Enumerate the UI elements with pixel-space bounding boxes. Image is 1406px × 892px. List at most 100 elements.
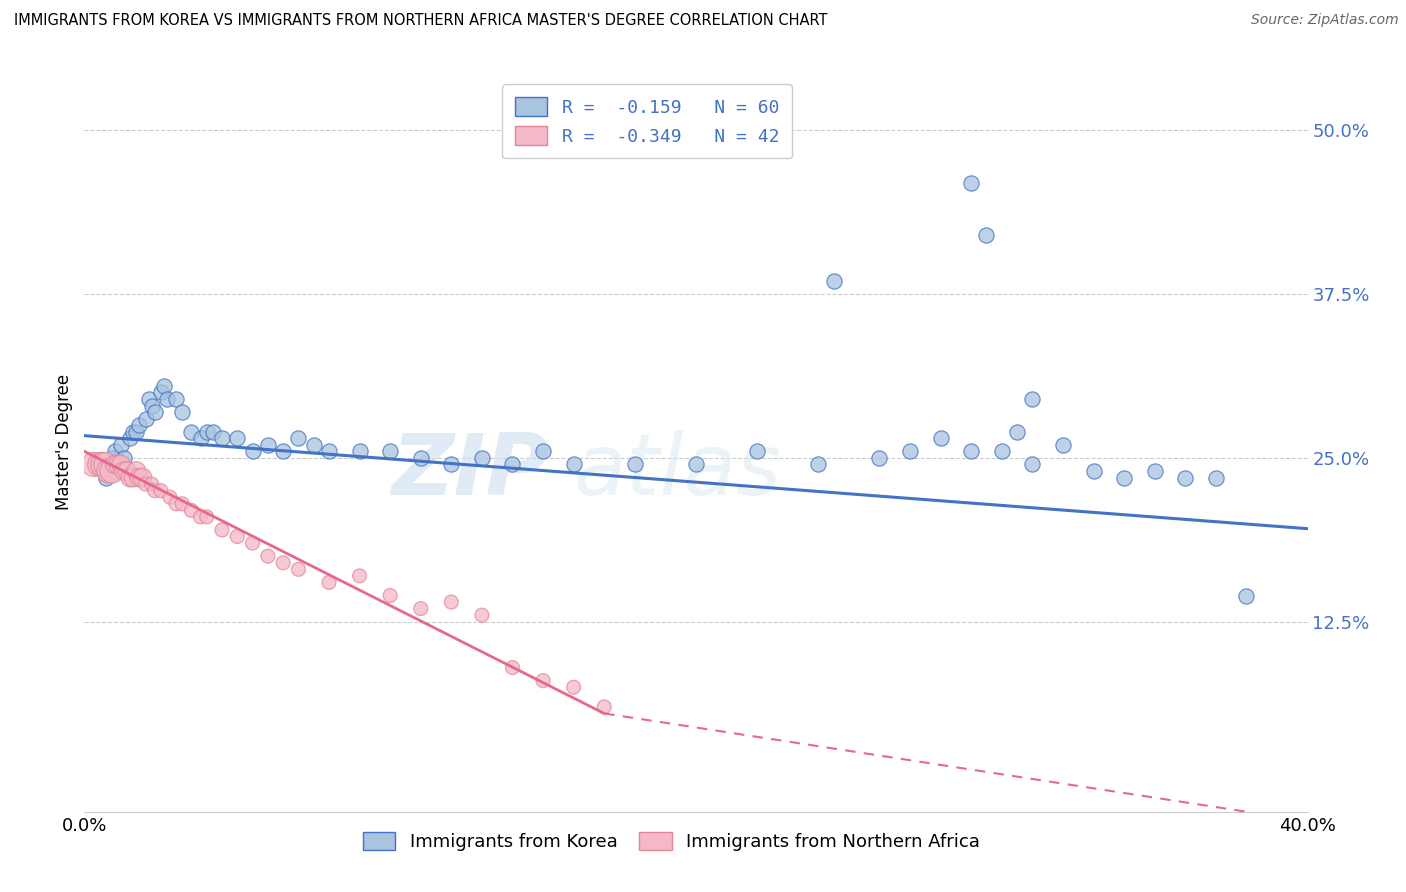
Point [112, 464, 135, 478]
Point [1174, 470, 1197, 484]
Point [120, 431, 142, 445]
Point [960, 444, 983, 458]
Point [440, 458, 463, 472]
Point [141, 399, 163, 413]
Point [122, 470, 145, 484]
Point [165, 392, 187, 406]
Point [97, 458, 120, 472]
Point [869, 450, 891, 465]
Point [135, 477, 157, 491]
Point [562, 458, 585, 472]
Point [153, 379, 176, 393]
Point [1143, 464, 1166, 478]
Point [242, 536, 264, 550]
Point [89, 458, 111, 472]
Point [172, 497, 194, 511]
Point [1052, 438, 1074, 452]
Point [180, 503, 202, 517]
Point [101, 464, 124, 478]
Point [271, 444, 294, 458]
Point [122, 425, 145, 439]
Point [471, 608, 494, 623]
Point [195, 425, 218, 439]
Text: IMMIGRANTS FROM KOREA VS IMMIGRANTS FROM NORTHERN AFRICA MASTER'S DEGREE CORRELA: IMMIGRANTS FROM KOREA VS IMMIGRANTS FROM… [14, 13, 828, 29]
Point [562, 680, 585, 694]
Legend: Immigrants from Korea, Immigrants from Northern Africa: Immigrants from Korea, Immigrants from N… [356, 824, 987, 858]
Point [991, 444, 1014, 458]
Point [409, 450, 432, 465]
Point [104, 444, 127, 458]
Point [143, 483, 166, 498]
Point [531, 673, 554, 688]
Point [115, 464, 138, 478]
Point [135, 411, 157, 425]
Point [1005, 425, 1028, 439]
Point [94, 470, 117, 484]
Point [226, 530, 249, 544]
Point [960, 176, 983, 190]
Point [110, 458, 132, 472]
Point [128, 418, 150, 433]
Point [976, 228, 998, 243]
Point [195, 509, 218, 524]
Point [201, 425, 224, 439]
Point [97, 464, 120, 478]
Point [271, 556, 294, 570]
Point [91, 458, 114, 472]
Point [211, 523, 233, 537]
Point [318, 444, 340, 458]
Point [104, 458, 127, 472]
Point [149, 385, 172, 400]
Point [149, 483, 172, 498]
Point [502, 660, 524, 674]
Point [257, 549, 280, 564]
Point [502, 458, 524, 472]
Point [165, 497, 187, 511]
Point [89, 458, 111, 472]
Point [226, 431, 249, 445]
Point [624, 458, 647, 472]
Point [747, 444, 769, 458]
Point [287, 562, 309, 576]
Point [159, 490, 181, 504]
Text: atlas: atlas [574, 430, 782, 513]
Point [128, 470, 150, 484]
Point [211, 431, 233, 445]
Point [1205, 470, 1227, 484]
Point [807, 458, 830, 472]
Point [125, 425, 148, 439]
Point [138, 392, 160, 406]
Point [1114, 470, 1136, 484]
Point [318, 575, 340, 590]
Point [685, 458, 707, 472]
Point [172, 405, 194, 419]
Point [101, 450, 124, 465]
Point [120, 470, 142, 484]
Point [156, 392, 179, 406]
Point [440, 595, 463, 609]
Point [190, 431, 212, 445]
Point [380, 444, 402, 458]
Point [593, 699, 616, 714]
Point [929, 431, 952, 445]
Point [1083, 464, 1105, 478]
Text: Source: ZipAtlas.com: Source: ZipAtlas.com [1251, 13, 1399, 28]
Point [83, 458, 105, 472]
Point [380, 589, 402, 603]
Point [1021, 392, 1043, 406]
Point [471, 450, 494, 465]
Point [143, 405, 166, 419]
Point [141, 477, 163, 491]
Point [531, 444, 554, 458]
Point [1021, 458, 1043, 472]
Point [287, 431, 309, 445]
Point [349, 569, 371, 583]
Point [257, 438, 280, 452]
Point [302, 438, 325, 452]
Point [110, 438, 132, 452]
Point [823, 274, 845, 288]
Point [180, 425, 202, 439]
Point [131, 470, 153, 484]
Point [94, 458, 117, 472]
Point [242, 444, 264, 458]
